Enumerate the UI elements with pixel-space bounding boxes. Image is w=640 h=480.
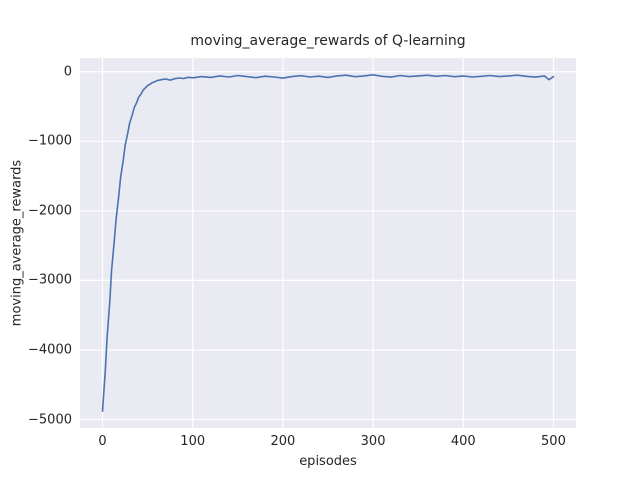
x-tick-label: 100: [180, 434, 206, 449]
data-line: [101, 73, 555, 413]
y-axis-label: moving_average_rewards: [9, 159, 25, 327]
x-tick-label: 300: [360, 434, 386, 449]
y-tick-label: −2000: [28, 203, 72, 219]
y-tick-label: −5000: [28, 412, 72, 427]
plot-svg: [80, 58, 576, 428]
x-tick-label: 0: [98, 434, 107, 449]
y-tick-label: −4000: [28, 342, 72, 358]
y-tick-label: −3000: [28, 272, 72, 288]
x-tick-label: 400: [450, 434, 476, 449]
chart-title: moving_average_rewards of Q-learning: [190, 33, 466, 49]
plot-area: [80, 58, 576, 428]
y-tick-label: 0: [63, 64, 72, 80]
y-tick-label: −1000: [28, 133, 72, 149]
x-tick-label: 200: [270, 434, 296, 449]
x-tick-label: 500: [541, 434, 566, 449]
x-axis-label: episodes: [299, 454, 357, 469]
